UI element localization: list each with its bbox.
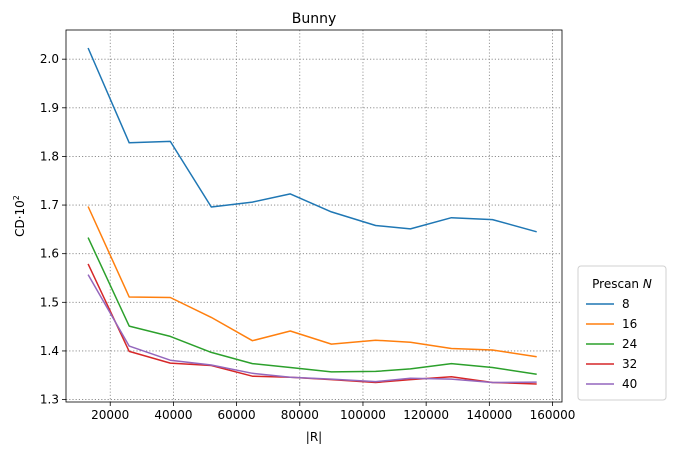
- x-tick-label: 120000: [403, 408, 449, 422]
- x-tick-label: 20000: [91, 408, 129, 422]
- legend-label-24: 24: [622, 337, 637, 351]
- x-tick-label: 80000: [281, 408, 319, 422]
- legend: Prescan N 8 16 24 32 40: [577, 265, 667, 401]
- x-tick-label: 100000: [340, 408, 386, 422]
- legend-label-32: 32: [622, 357, 637, 371]
- legend-title-var: N: [643, 277, 652, 291]
- x-axis-label: |R|: [306, 430, 322, 444]
- legend-label-8: 8: [622, 297, 630, 311]
- series-line-24: [87, 237, 537, 376]
- chart-title: Bunny: [292, 11, 337, 27]
- y-tick-label: 2.0: [40, 52, 59, 66]
- y-tick-label: 1.3: [40, 393, 59, 407]
- x-tick-label: 40000: [154, 408, 192, 422]
- series-line-40: [87, 274, 537, 384]
- y-axis-label: CD·102: [12, 195, 27, 237]
- legend-label-40: 40: [622, 377, 637, 391]
- grid: [66, 30, 562, 402]
- y-tick-label: 1.7: [40, 198, 59, 212]
- y-axis: 1.3 1.4 1.5 1.6 1.7 1.8 1.9 2.0: [40, 52, 66, 407]
- y-tick-label: 1.9: [40, 101, 59, 115]
- legend-title: Prescan N: [592, 277, 652, 291]
- plot-area-frame: [65, 29, 563, 403]
- y-tick-label: 1.5: [40, 295, 59, 309]
- y-tick-label: 1.4: [40, 344, 59, 358]
- x-tick-label: 60000: [218, 408, 256, 422]
- x-axis: 20000 40000 60000 80000 100000 120000 140000 16…: [91, 402, 575, 422]
- series-line-16: [87, 206, 537, 358]
- series-group: [87, 47, 537, 385]
- legend-title-text: Prescan: [592, 277, 639, 291]
- y-axis-label-superscript: 2: [12, 195, 21, 200]
- series-line-8: [87, 47, 537, 233]
- legend-box: [577, 265, 667, 401]
- y-axis-label-main: CD·10: [13, 200, 27, 237]
- legend-label-16: 16: [622, 317, 637, 331]
- x-tick-label: 160000: [530, 408, 576, 422]
- legend-items: 8 16 24 32 40: [586, 297, 637, 391]
- y-tick-label: 1.6: [40, 247, 59, 261]
- y-tick-label: 1.8: [40, 149, 59, 163]
- x-tick-label: 140000: [466, 408, 512, 422]
